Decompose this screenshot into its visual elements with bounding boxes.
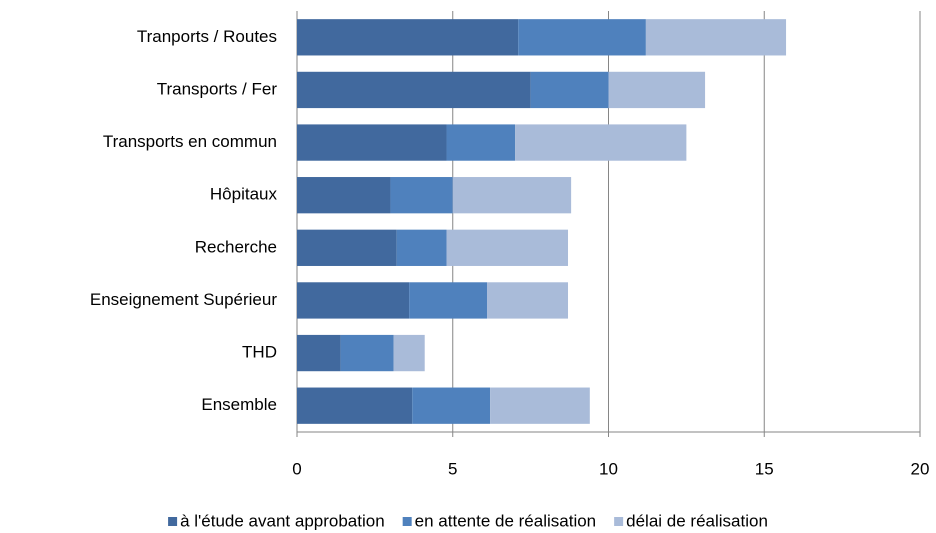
y-tick-label: Tranports / Routes bbox=[137, 27, 277, 46]
bar bbox=[297, 124, 447, 161]
y-tick-label: Transports / Fer bbox=[157, 79, 278, 98]
bar bbox=[518, 19, 646, 56]
x-tick-label: 0 bbox=[292, 459, 301, 478]
x-tick-label: 5 bbox=[448, 459, 457, 478]
x-tick-label: 15 bbox=[755, 459, 774, 478]
y-tick-label: Hôpitaux bbox=[210, 185, 278, 204]
bar bbox=[446, 229, 569, 266]
bar bbox=[608, 71, 706, 109]
y-tick-label: Transports en commun bbox=[103, 132, 277, 151]
legend-swatch bbox=[168, 517, 178, 526]
legend-label: en attente de réalisation bbox=[415, 511, 596, 530]
y-tick-label: Enseignement Supérieur bbox=[90, 290, 277, 309]
bar bbox=[452, 177, 572, 214]
bar bbox=[490, 387, 590, 424]
y-tick-label: Recherche bbox=[195, 237, 277, 256]
bar bbox=[297, 334, 341, 372]
bar bbox=[390, 177, 453, 214]
bar bbox=[412, 387, 491, 424]
legend-label: délai de réalisation bbox=[626, 511, 768, 530]
bar bbox=[297, 229, 397, 266]
legend-label: à l'étude avant approbation bbox=[180, 511, 385, 530]
bar bbox=[515, 124, 687, 161]
legend-swatch bbox=[614, 517, 624, 526]
bar bbox=[530, 71, 609, 109]
bar bbox=[340, 334, 394, 372]
bar bbox=[297, 282, 410, 319]
y-tick-label: THD bbox=[242, 343, 277, 362]
x-tick-label: 20 bbox=[911, 459, 930, 478]
x-tick-label: 10 bbox=[599, 459, 618, 478]
bar bbox=[396, 229, 447, 266]
bar bbox=[393, 334, 425, 372]
bar bbox=[297, 71, 531, 109]
bar bbox=[297, 177, 391, 214]
bar bbox=[446, 124, 516, 161]
bar bbox=[297, 19, 519, 56]
legend-swatch bbox=[402, 517, 412, 526]
bar bbox=[645, 19, 787, 56]
bar bbox=[297, 387, 413, 424]
y-tick-label: Ensemble bbox=[201, 395, 277, 414]
bar bbox=[409, 282, 488, 319]
bar bbox=[487, 282, 569, 319]
